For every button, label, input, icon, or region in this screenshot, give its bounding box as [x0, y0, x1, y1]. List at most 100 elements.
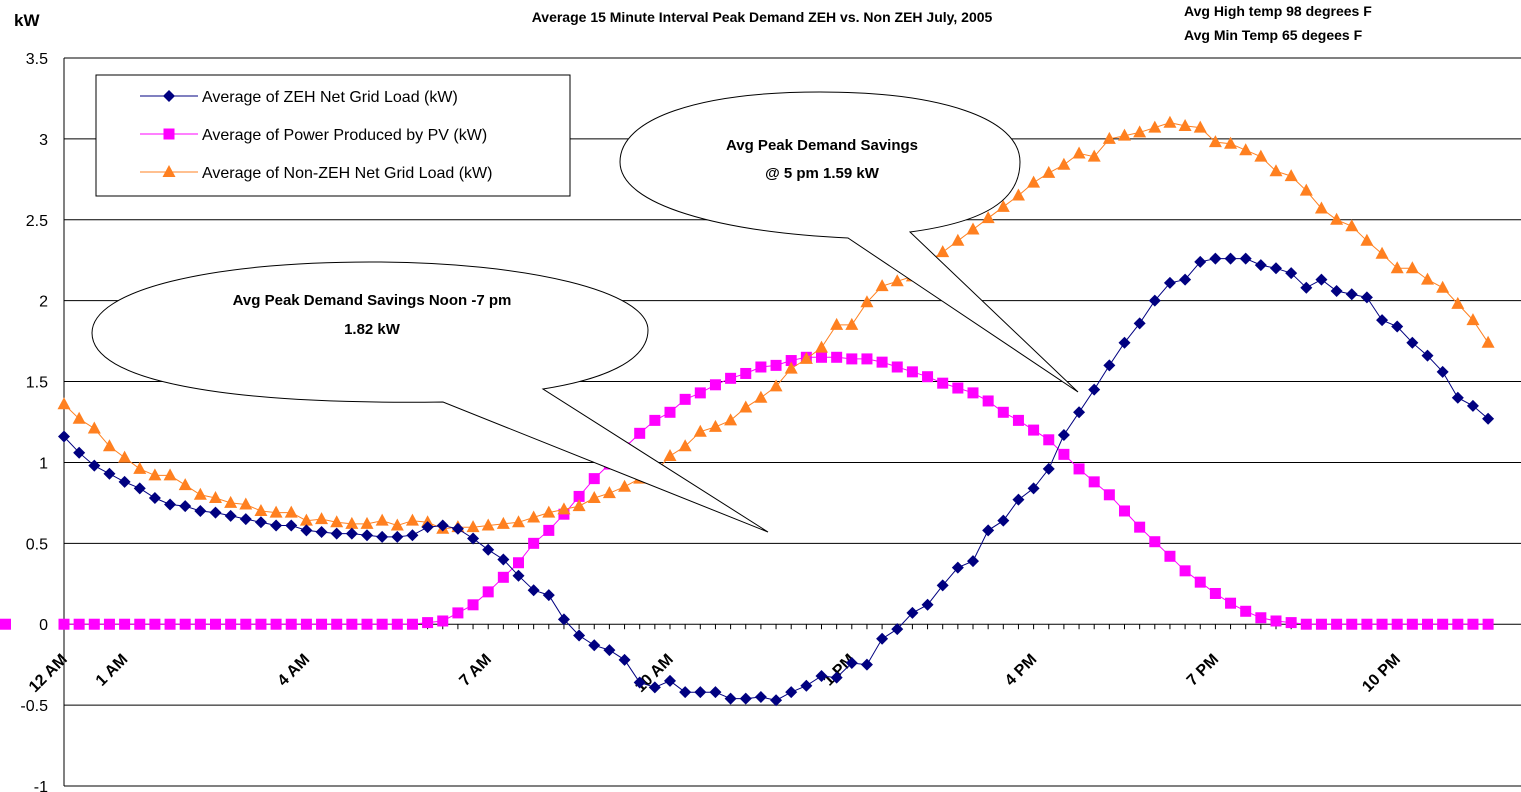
data-point-diamond: [527, 584, 540, 597]
data-point-triangle: [315, 512, 329, 525]
data-point-triangle: [1133, 125, 1147, 138]
data-point-triangle: [602, 486, 616, 499]
data-point-triangle: [1239, 143, 1253, 156]
bubble2-text-line2: @ 5 pm 1.59 kW: [765, 165, 880, 182]
data-point-diamond: [224, 509, 237, 522]
data-point-diamond: [406, 529, 419, 542]
x-tick-label: 10 PM: [1359, 651, 1404, 696]
y-tick-label: 0: [39, 617, 48, 634]
data-point-square: [497, 571, 509, 583]
legend-label: Average of Non-ZEH Net Grid Load (kW): [202, 165, 492, 182]
data-point-square: [1088, 476, 1100, 488]
x-tick-label: 4 AM: [275, 651, 314, 690]
data-point-diamond: [239, 513, 252, 526]
data-point-square: [225, 618, 237, 630]
data-point-square: [316, 618, 328, 630]
data-point-diamond: [709, 686, 722, 699]
data-point-triangle: [1436, 280, 1450, 293]
data-point-square: [73, 618, 85, 630]
data-point-diamond: [573, 629, 586, 642]
data-point-diamond: [694, 686, 707, 699]
data-point-triangle: [1087, 149, 1101, 162]
avg-min-temp-note: Avg Min Temp 65 degees F: [1184, 27, 1363, 43]
data-point-diamond: [133, 482, 146, 495]
data-point-square: [163, 128, 175, 140]
data-point-diamond: [315, 526, 328, 539]
series-diamond: [58, 252, 1495, 707]
data-point-diamond: [361, 529, 373, 542]
data-point-square: [210, 618, 221, 630]
data-point-diamond: [951, 561, 964, 574]
data-point-triangle: [163, 468, 177, 481]
data-point-diamond: [330, 527, 343, 540]
data-point-square: [1437, 618, 1449, 630]
data-point-square: [967, 387, 979, 399]
y-tick-label: 2.5: [26, 213, 48, 230]
data-point-triangle: [1330, 212, 1344, 225]
data-point-square: [285, 618, 297, 630]
data-point-diamond: [1285, 267, 1298, 280]
data-point-diamond: [664, 674, 676, 687]
data-point-triangle: [405, 513, 419, 526]
data-point-square: [573, 490, 585, 502]
data-point-triangle: [1481, 335, 1495, 348]
data-point-square: [1482, 618, 1494, 630]
legend: Average of ZEH Net Grid Load (kW) Average…: [95, 74, 571, 197]
legend-box: [95, 74, 571, 197]
data-point-diamond: [845, 657, 858, 670]
data-point-triangle: [1421, 272, 1434, 285]
data-point-triangle: [542, 505, 556, 518]
data-point-diamond: [285, 519, 298, 532]
data-point-square: [179, 618, 191, 630]
data-point-square: [694, 387, 706, 399]
data-point-diamond: [391, 530, 404, 543]
y-tick-label: 0.5: [26, 536, 48, 553]
data-point-square: [1467, 618, 1479, 630]
data-point-diamond: [1027, 482, 1040, 495]
data-point-square: [119, 618, 131, 630]
data-point-diamond: [754, 691, 767, 704]
data-point-diamond: [1118, 336, 1131, 349]
data-point-diamond: [1406, 336, 1419, 349]
data-point-square: [406, 618, 418, 630]
data-point-triangle: [481, 518, 495, 531]
data-point-triangle: [118, 450, 132, 463]
data-point-square: [194, 618, 206, 630]
x-tick-label: 7 PM: [1184, 651, 1222, 689]
data-point-diamond: [194, 504, 207, 517]
data-point-square: [1149, 536, 1161, 548]
data-point-square: [1073, 463, 1085, 475]
data-point-square: [1376, 618, 1388, 630]
data-point-square: [937, 377, 949, 389]
data-point-square: [1058, 448, 1070, 460]
data-point-square: [391, 618, 403, 630]
data-point-triangle: [1390, 261, 1404, 274]
data-point-triangle: [527, 510, 541, 523]
data-point-diamond: [148, 492, 161, 505]
data-point-triangle: [1360, 233, 1374, 246]
data-point-diamond: [1300, 281, 1313, 294]
data-point-square: [422, 617, 434, 629]
data-point-diamond: [1224, 252, 1237, 265]
data-point-diamond: [497, 553, 510, 566]
data-point-diamond: [73, 446, 86, 459]
data-point-triangle: [330, 515, 344, 528]
data-point-triangle: [1148, 120, 1162, 133]
data-point-diamond: [1148, 294, 1161, 307]
data-point-square: [1452, 618, 1464, 630]
y-tick-label: -0.5: [20, 698, 48, 715]
data-point-triangle: [162, 165, 176, 177]
data-point-square: [437, 615, 449, 627]
data-point-triangle: [1193, 120, 1207, 133]
data-point-triangle: [708, 419, 722, 432]
data-point-diamond: [1163, 276, 1176, 289]
data-point-diamond: [1360, 291, 1373, 304]
data-point-triangle: [239, 497, 253, 510]
data-point-square: [528, 537, 540, 549]
data-point-diamond: [1466, 399, 1479, 412]
data-point-triangle: [936, 245, 950, 258]
data-point-square: [1315, 618, 1327, 630]
data-point-triangle: [1042, 165, 1056, 178]
data-point-diamond: [724, 692, 737, 705]
data-point-diamond: [163, 90, 175, 102]
